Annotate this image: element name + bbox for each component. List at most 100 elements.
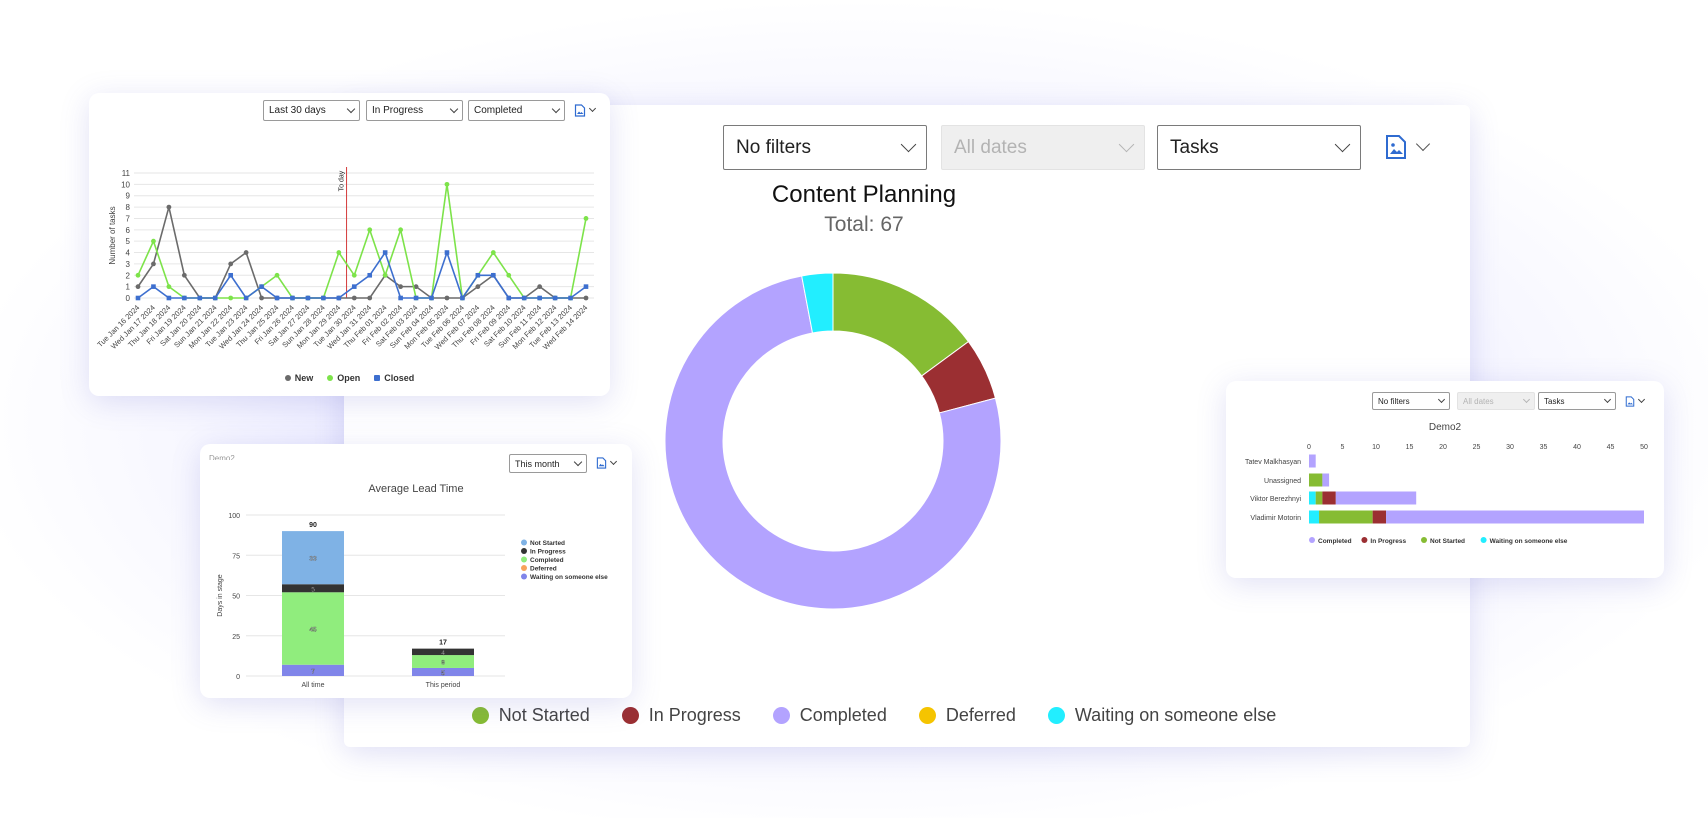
legend-swatch [471, 707, 489, 724]
export-image-button[interactable] [1384, 133, 1436, 161]
data-point [444, 295, 450, 301]
x-tick-label: 25 [1473, 444, 1481, 451]
data-point [413, 284, 419, 290]
data-point [166, 284, 172, 290]
data-point [243, 250, 249, 255]
y-tick-label: 1 [126, 283, 131, 292]
legend-item[interactable]: Waiting on someone else [1047, 705, 1276, 726]
tasks-trend-card: Last 30 days In Progress Completed 0 1 2 3 4… [89, 93, 610, 396]
x-tick-label: This period [426, 682, 461, 689]
y-tick-label: 10 [121, 180, 130, 189]
item-type-dropdown-label: Tasks [1170, 136, 1219, 158]
x-tick-label: 45 [1607, 444, 1615, 451]
legend-swatch [1309, 537, 1315, 543]
data-point [398, 295, 403, 301]
legend-item[interactable]: Closed [374, 373, 414, 383]
filter-dropdown[interactable]: No filters [723, 125, 927, 170]
status-to-dropdown[interactable]: Completed [468, 100, 565, 121]
data-point [151, 284, 156, 289]
data-point [274, 272, 280, 278]
filter-dropdown-label: No filters [1378, 396, 1410, 406]
data-point [583, 216, 589, 221]
y-tick-label: 50 [232, 594, 240, 601]
legend-swatch [772, 707, 790, 724]
data-point [506, 272, 512, 278]
status-from-dropdown-label: In Progress [372, 105, 424, 116]
legend-item[interactable]: Deferred [918, 705, 1016, 726]
bar-segment [1322, 473, 1330, 487]
legend-item[interactable]: Not Started [471, 705, 590, 726]
data-point [367, 295, 373, 301]
filter-dropdown[interactable]: No filters [1372, 392, 1450, 410]
data-point [135, 272, 141, 278]
bar-segment [1309, 454, 1316, 468]
horizontal-bar-chart: Demo2 0 5 10 15 20 25 30 35 40 45 50 Tatev Malkhasya… [1245, 422, 1648, 545]
data-point [259, 295, 264, 301]
y-tick-label: 25 [232, 634, 240, 641]
chart-legend: New Open Closed [89, 373, 610, 383]
export-image-button[interactable] [574, 102, 602, 118]
data-point [290, 295, 295, 301]
today-marker-label: To day [339, 170, 346, 191]
y-tick-label: 0 [126, 294, 131, 303]
data-point [243, 295, 249, 301]
data-point [351, 295, 357, 301]
chart-title: Average Lead Time [368, 483, 463, 495]
item-type-dropdown[interactable]: Tasks [1157, 125, 1361, 170]
date-range-dropdown[interactable]: All dates [1457, 392, 1535, 410]
legend-item[interactable]: In Progress [621, 705, 741, 726]
legend-item[interactable]: Completed [772, 705, 887, 726]
bar-segment [282, 531, 344, 585]
status-from-dropdown[interactable]: In Progress [366, 100, 463, 121]
segment-label: 7 [311, 668, 315, 675]
x-tick-label: 5 [1341, 444, 1345, 451]
data-point [135, 284, 141, 290]
legend-swatch [1421, 537, 1427, 543]
bar-segment [282, 584, 344, 593]
legend-item[interactable]: Open [327, 373, 360, 383]
date-range-dropdown[interactable]: All dates [941, 125, 1145, 170]
bar-segment [412, 655, 474, 668]
card-title: Demo2 [209, 454, 235, 460]
x-tick-label: 30 [1506, 444, 1514, 451]
legend-label: Closed [384, 373, 415, 383]
data-point [460, 295, 465, 301]
legend-label: Deferred [945, 705, 1016, 725]
bar-segment [1309, 491, 1316, 505]
chevron-down-icon [900, 136, 917, 153]
data-point [166, 295, 172, 301]
chart-title: Demo2 [1429, 422, 1462, 433]
segment-label: 33 [309, 556, 317, 563]
legend-label: Completed [530, 557, 564, 564]
data-point [336, 295, 342, 301]
image-export-icon [1386, 135, 1406, 159]
chart-title: Content Planning [771, 181, 957, 208]
legend-label: Completed [1318, 538, 1352, 545]
data-point [367, 272, 373, 278]
status-to-dropdown-label: Completed [474, 105, 523, 116]
y-tick-label: 8 [126, 203, 131, 212]
legend-item[interactable]: New [284, 373, 313, 383]
filter-dropdown-label: No filters [736, 136, 811, 158]
y-tick-label: 5 [126, 237, 131, 246]
period-dropdown[interactable]: This month [509, 454, 587, 473]
data-point [429, 295, 434, 301]
data-point [444, 181, 450, 187]
legend-label: Open [337, 373, 361, 383]
y-tick-label: 2 [126, 271, 131, 280]
bar-segment [1386, 510, 1644, 524]
legend-label: Waiting on someone else [1490, 538, 1568, 545]
x-tick-label: 20 [1439, 444, 1447, 451]
period-dropdown[interactable]: Last 30 days [263, 100, 360, 121]
item-type-dropdown[interactable]: Tasks [1538, 392, 1616, 410]
legend-label: In Progress [530, 549, 566, 556]
segment-label: 8 [441, 660, 445, 667]
data-point [521, 295, 527, 301]
export-image-button[interactable] [1625, 394, 1651, 408]
export-image-button[interactable] [596, 456, 622, 470]
y-tick-label: 3 [126, 260, 131, 269]
y-axis-label: Number of tasks [108, 206, 117, 264]
legend-swatch [918, 707, 936, 724]
data-point [398, 284, 404, 290]
